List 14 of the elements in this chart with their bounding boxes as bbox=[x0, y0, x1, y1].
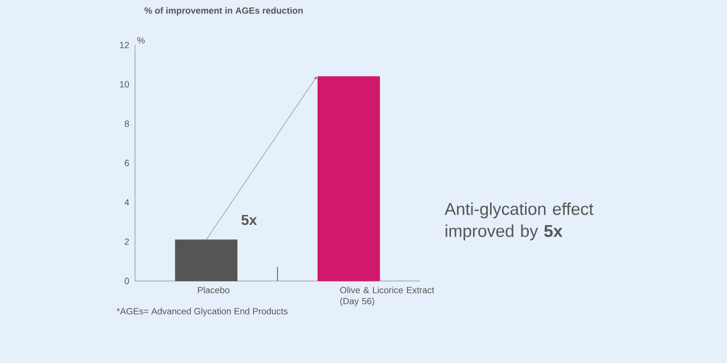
x-tick-label: Placebo bbox=[198, 286, 230, 294]
x-tick-label: Olive & Licorice Extract (Day 56) bbox=[340, 286, 434, 306]
y-tick-label: 4 bbox=[124, 199, 130, 206]
text: % bbox=[137, 37, 145, 44]
y-tick-label: 12 bbox=[120, 42, 129, 48]
y-axis-title: % of improvement in AGEs reduction bbox=[144, 7, 303, 16]
text: *AGEs= Advanced Glycation End Products bbox=[116, 308, 288, 316]
y-tick-label: 0 bbox=[124, 278, 129, 284]
annotation: 5x bbox=[241, 214, 257, 226]
y-tick-label: 10 bbox=[120, 81, 129, 88]
y-tick-label: 6 bbox=[124, 160, 129, 166]
y-tick-label: 2 bbox=[124, 238, 129, 245]
y-tick-label: 8 bbox=[124, 120, 129, 127]
text: Anti-glycation effect improved by 5x bbox=[444, 202, 594, 240]
